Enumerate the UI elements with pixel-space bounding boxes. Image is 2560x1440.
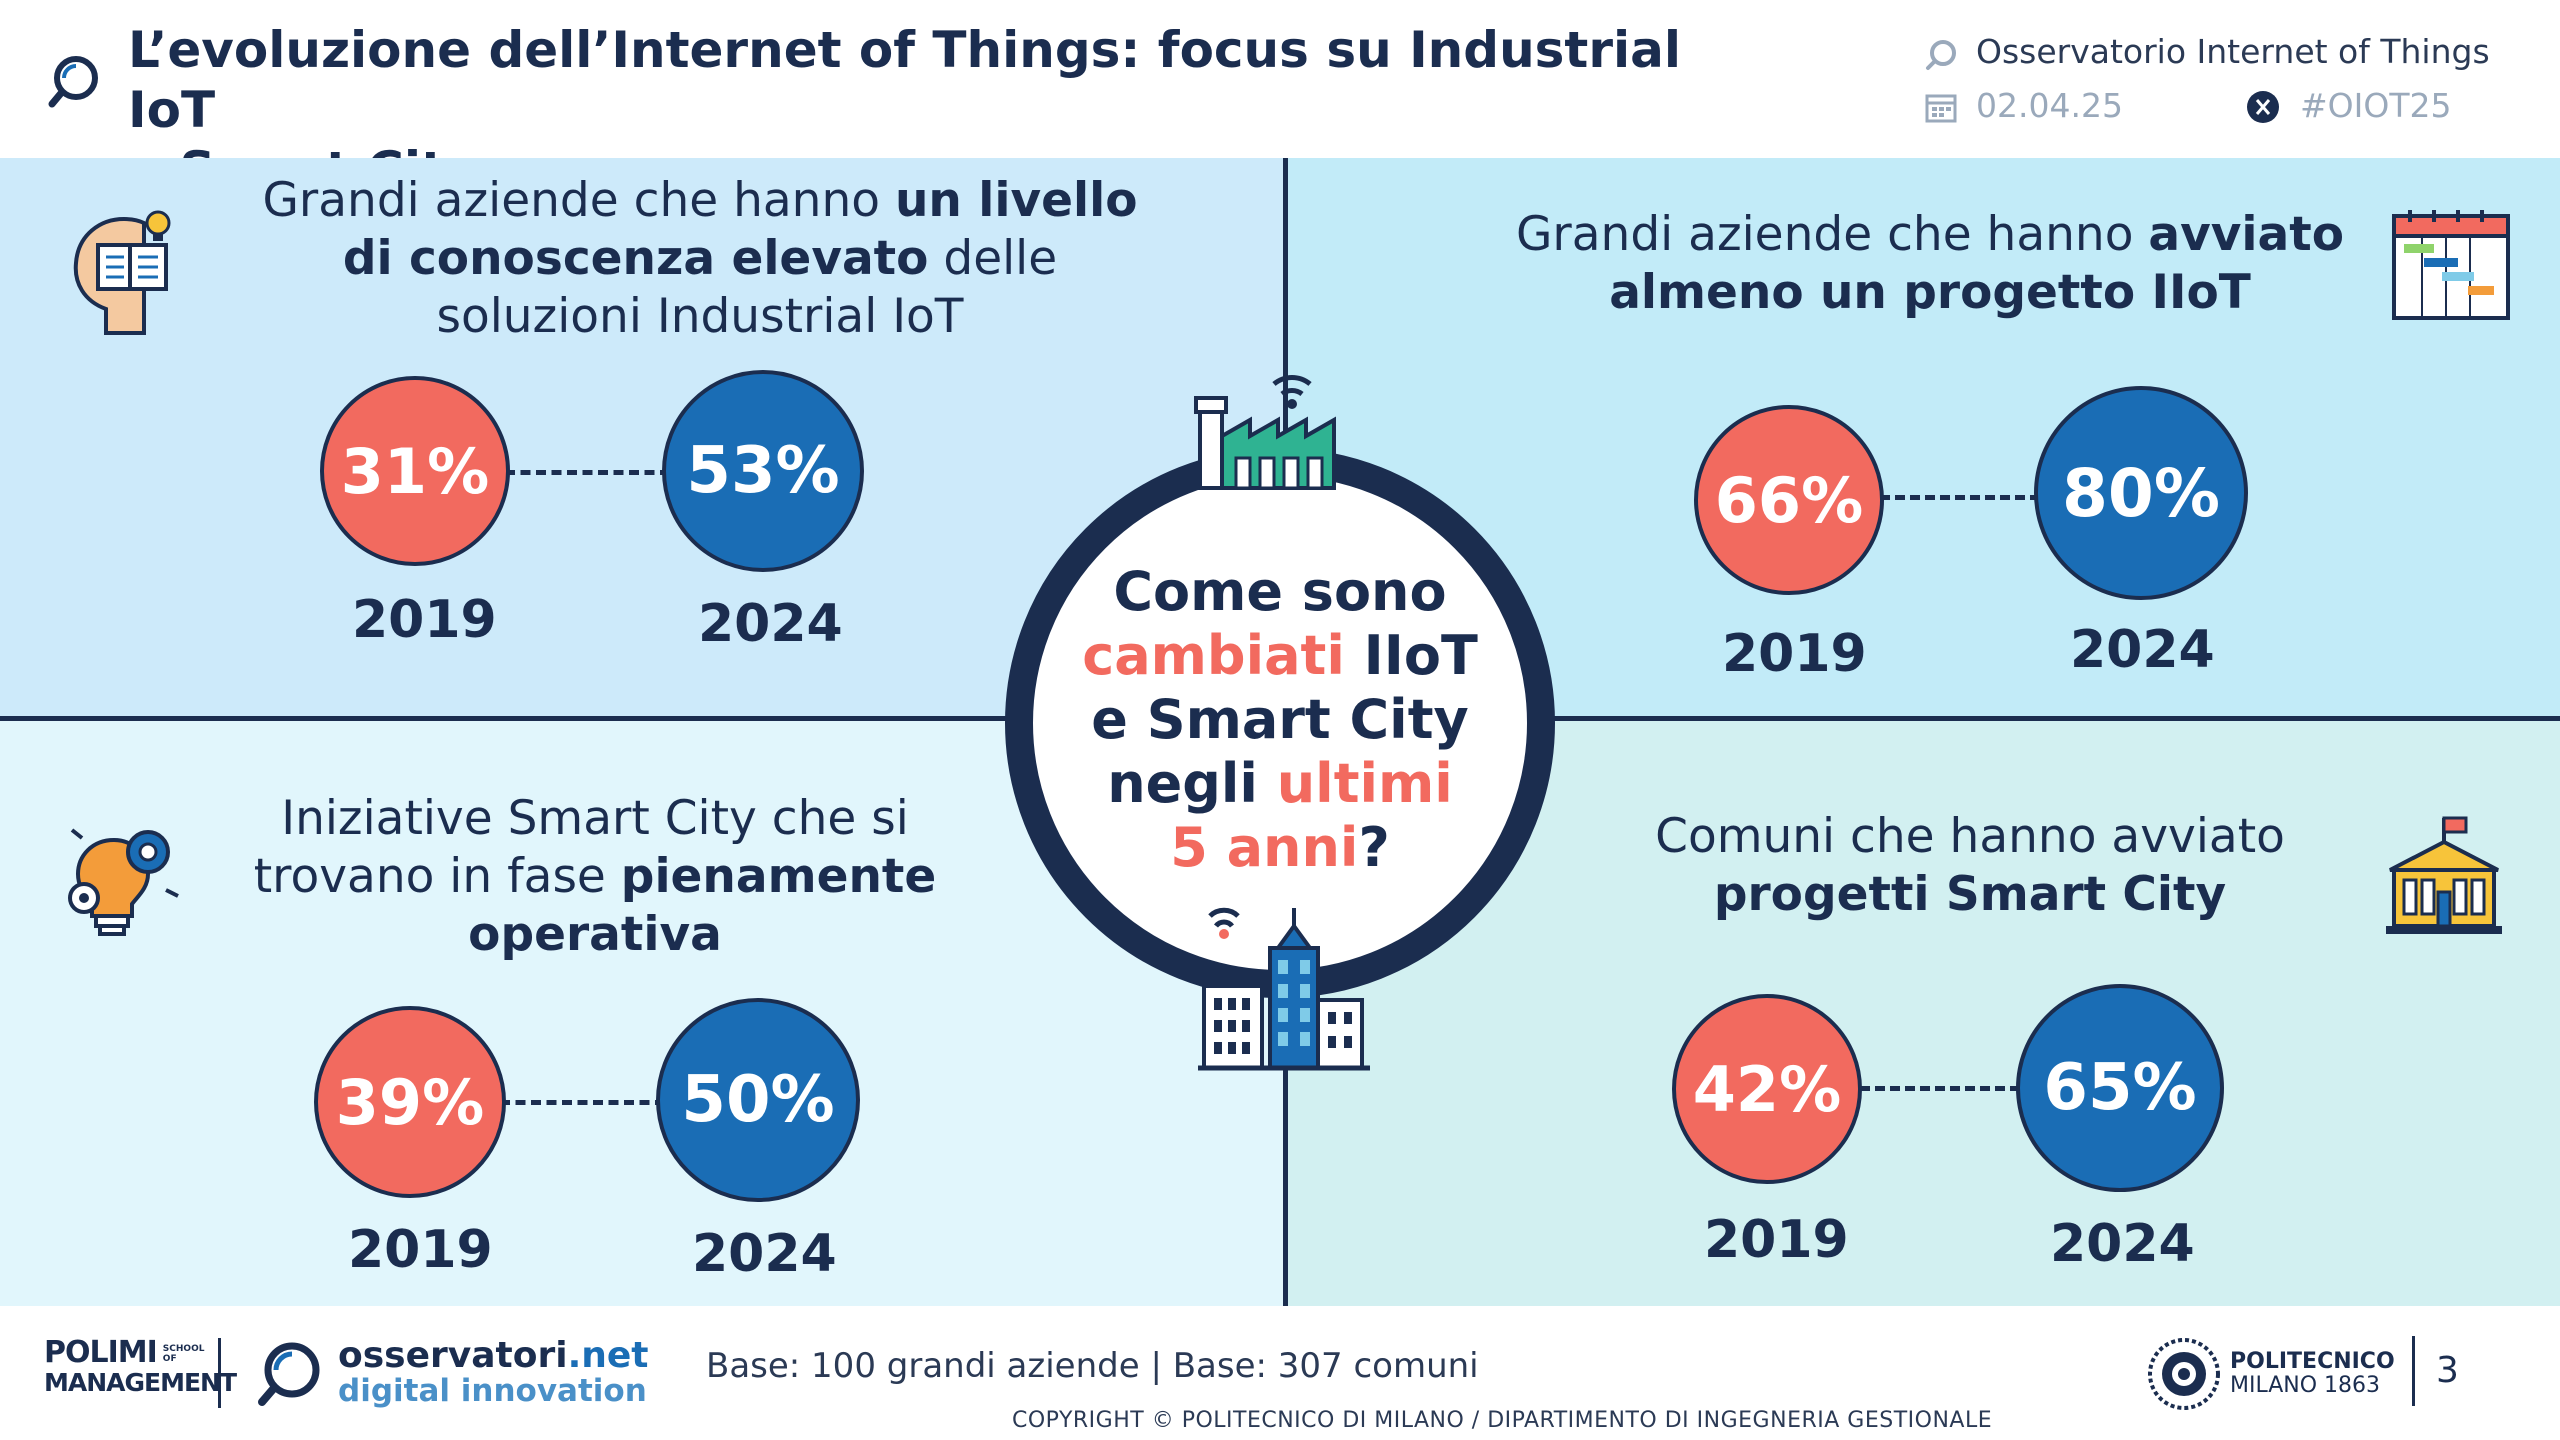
br-connector [1860, 1086, 2020, 1091]
footer: POLIMI SCHOOL OF MANAGEMENT osservatori.… [0, 1306, 2560, 1440]
br-description: Comuni che hanno avviato progetti Smart … [1570, 808, 2370, 924]
center-line-5-rest: ? [1358, 816, 1390, 879]
osservatori-wordmark: osservatori [338, 1335, 568, 1376]
tr-value-2024: 80% [2034, 386, 2248, 600]
hashtag-label: #OIOT25 [2300, 86, 2452, 125]
tl-year-2019: 2019 [352, 590, 497, 650]
management-wordmark: MANAGEMENT [44, 1368, 237, 1397]
politecnico-seal-icon [2148, 1338, 2220, 1410]
bl-year-2019: 2019 [348, 1220, 493, 1280]
bl-line1: Iniziative Smart City che si [281, 791, 909, 846]
politecnico-line-1: POLITECNICO [2230, 1349, 2395, 1374]
bl-value-2019: 39% [314, 1006, 506, 1198]
tl-value-2024: 53% [662, 370, 864, 572]
magnifier-logo-icon [48, 56, 98, 108]
tr-line1-bold: avviato [2148, 207, 2344, 262]
tl-line3: soluzioni Industrial IoT [436, 289, 964, 344]
center-question: Come sono cambiati IIoT e Smart City neg… [1060, 560, 1500, 880]
bl-line2-normal: trovano in fase [253, 849, 621, 904]
br-line2-bold: progetti Smart City [1713, 867, 2227, 922]
tl-value-2019: 31% [320, 376, 510, 566]
page-number: 3 [2436, 1350, 2459, 1391]
city-buildings-icon [1198, 907, 1370, 1071]
base-note: Base: 100 grandi aziende | Base: 307 com… [706, 1346, 1479, 1386]
center-line-2-accent: cambiati [1082, 624, 1345, 687]
osservatori-magnifier-icon [258, 1342, 320, 1406]
politecnico-wordmark: POLITECNICO MILANO 1863 [2230, 1350, 2395, 1398]
tr-line1-normal: Grandi aziende che hanno [1515, 207, 2149, 262]
x-logo-icon [2247, 91, 2279, 123]
br-year-2019: 2019 [1704, 1210, 1849, 1270]
bl-value-2024: 50% [656, 998, 860, 1202]
observatory-label: Osservatorio Internet of Things [1976, 32, 2490, 71]
tr-value-2019: 66% [1694, 405, 1884, 595]
tr-year-2024: 2024 [2070, 620, 2215, 680]
center-line-3: e Smart City [1091, 688, 1469, 751]
bl-description: Iniziative Smart City che si trovano in … [170, 790, 1020, 964]
osservatori-tld: .net [567, 1335, 649, 1376]
br-value-2019: 42% [1672, 994, 1862, 1184]
tl-line2-normal: delle [928, 231, 1058, 286]
header: L’evoluzione dell’Internet of Things: fo… [0, 0, 2560, 199]
gantt-chart-icon [2392, 210, 2510, 320]
polimi-som-logo: POLIMI SCHOOL OF MANAGEMENT [44, 1335, 237, 1398]
title-line-1: L’evoluzione dell’Internet of Things: fo… [128, 21, 1682, 139]
br-value-2024: 65% [2016, 984, 2224, 1192]
politecnico-line-2: MILANO 1863 [2230, 1373, 2381, 1398]
bl-year-2024: 2024 [692, 1224, 837, 1284]
tl-line2-bold: di conoscenza elevato [342, 231, 929, 286]
idea-gear-icon [68, 828, 179, 936]
tl-year-2024: 2024 [698, 594, 843, 654]
br-year-2024: 2024 [2050, 1214, 2195, 1274]
knowledge-head-icon [73, 210, 171, 335]
observatory-icon [1926, 40, 1956, 70]
osservatori-brand: osservatori.net [338, 1338, 649, 1374]
tr-description: Grandi aziende che hanno avviato almeno … [1480, 206, 2380, 322]
digital-innovation-label: digital innovation [338, 1373, 647, 1409]
center-line-4-start: negli [1107, 752, 1277, 815]
polimi-school-of: SCHOOL OF [162, 1344, 205, 1364]
tl-description: Grandi aziende che hanno un livello di c… [200, 172, 1200, 346]
center-line-1: Come sono [1113, 560, 1447, 623]
tl-line1-bold: un livello [894, 173, 1138, 228]
date-label: 02.04.25 [1976, 86, 2123, 125]
footer-logo-divider [218, 1338, 221, 1408]
center-line-4-accent: ultimi [1276, 752, 1453, 815]
tl-connector [505, 470, 670, 475]
center-line-2-rest: IIoT [1344, 624, 1478, 687]
calendar-icon [1925, 94, 1957, 123]
copyright-note: COPYRIGHT © POLITECNICO DI MILANO / DIPA… [1012, 1408, 1993, 1433]
br-line1: Comuni che hanno avviato [1655, 809, 2285, 864]
bl-connector [500, 1100, 665, 1105]
town-hall-icon [2386, 816, 2502, 934]
polimi-wordmark: POLIMI [44, 1335, 158, 1370]
center-line-5-accent: 5 anni [1170, 816, 1359, 879]
tl-line1-normal: Grandi aziende che hanno [262, 173, 895, 228]
page-number-divider [2412, 1336, 2415, 1406]
bl-line2-bold: pienamente [620, 849, 937, 904]
tr-line2-bold: almeno un progetto IIoT [1609, 265, 2251, 320]
tr-connector [1880, 495, 2040, 500]
bl-line3-bold: operativa [468, 907, 722, 962]
factory-wifi-icon [1194, 375, 1336, 490]
tr-year-2019: 2019 [1722, 624, 1867, 684]
